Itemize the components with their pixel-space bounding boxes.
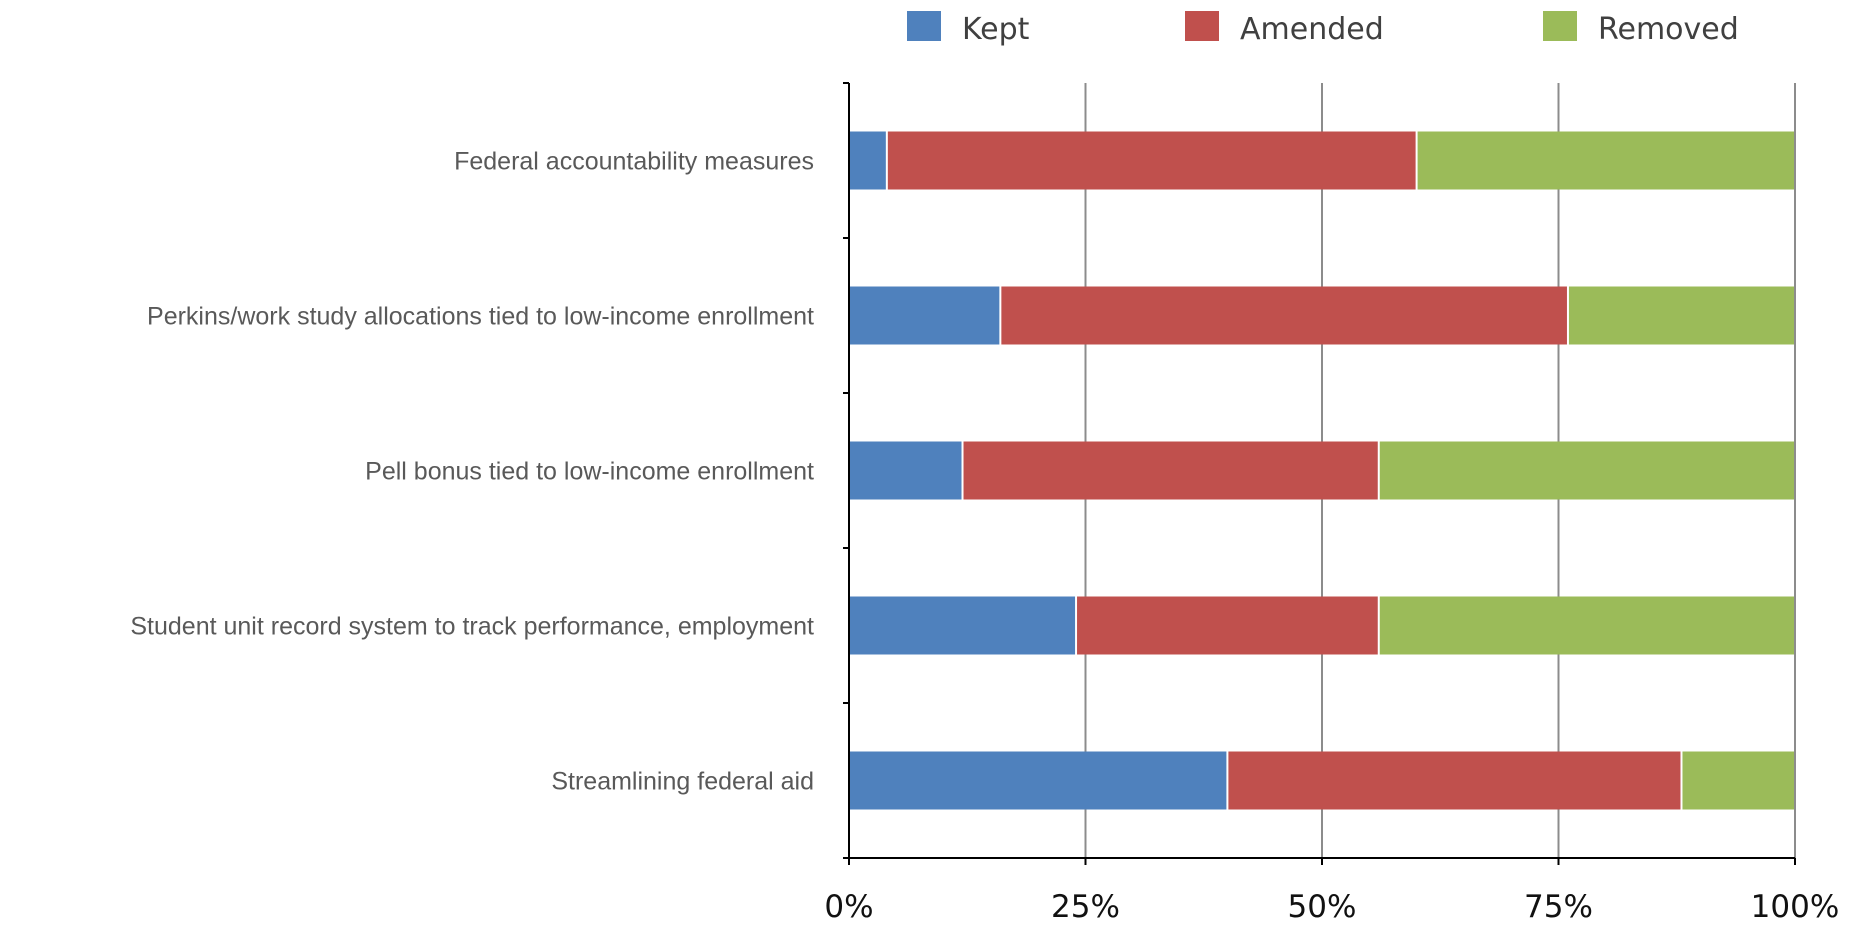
x-tick-label: 100% bbox=[1751, 889, 1840, 922]
bar-removed-0 bbox=[1417, 131, 1794, 190]
legend-swatch-removed bbox=[1543, 11, 1577, 41]
category-label: Perkins/work study allocations tied to l… bbox=[147, 303, 814, 331]
x-tick-label: 25% bbox=[1051, 889, 1120, 922]
legend-label-removed: Removed bbox=[1598, 12, 1739, 47]
x-tick-label: 50% bbox=[1288, 889, 1357, 922]
legend-label-kept: Kept bbox=[962, 12, 1030, 47]
bar-removed-1 bbox=[1568, 286, 1794, 345]
bar-amended-2 bbox=[963, 441, 1378, 500]
category-label: Pell bonus tied to low-income enrollment bbox=[365, 458, 814, 486]
legend-swatch-kept bbox=[907, 11, 941, 41]
bar-kept-2 bbox=[850, 441, 962, 500]
bar-removed-3 bbox=[1379, 596, 1794, 655]
bar-amended-4 bbox=[1228, 751, 1681, 810]
legend-label-amended: Amended bbox=[1240, 12, 1384, 47]
bar-amended-0 bbox=[887, 131, 1416, 190]
bar-kept-4 bbox=[850, 751, 1227, 810]
category-labels: Federal accountability measures Perkins/w… bbox=[130, 148, 814, 796]
bar-removed-2 bbox=[1379, 441, 1794, 500]
bar-kept-3 bbox=[850, 596, 1076, 655]
bar-amended-3 bbox=[1077, 596, 1378, 655]
x-tick-labels: 0% 25% 50% 75% 100% bbox=[824, 889, 1840, 925]
bar-kept-0 bbox=[850, 131, 886, 190]
category-label: Streamlining federal aid bbox=[551, 768, 814, 796]
bar-removed-4 bbox=[1682, 751, 1794, 810]
legend-swatch-amended bbox=[1185, 11, 1219, 41]
category-label: Student unit record system to track perf… bbox=[130, 613, 814, 641]
axes bbox=[843, 82, 1796, 865]
category-label: Federal accountability measures bbox=[454, 148, 814, 176]
bars bbox=[850, 131, 1794, 810]
x-tick-label: 0% bbox=[824, 889, 873, 922]
legend: Kept Amended Removed bbox=[907, 11, 1739, 47]
bar-kept-1 bbox=[850, 286, 1000, 345]
x-tick-label: 75% bbox=[1524, 889, 1593, 922]
bar-amended-1 bbox=[1001, 286, 1567, 345]
